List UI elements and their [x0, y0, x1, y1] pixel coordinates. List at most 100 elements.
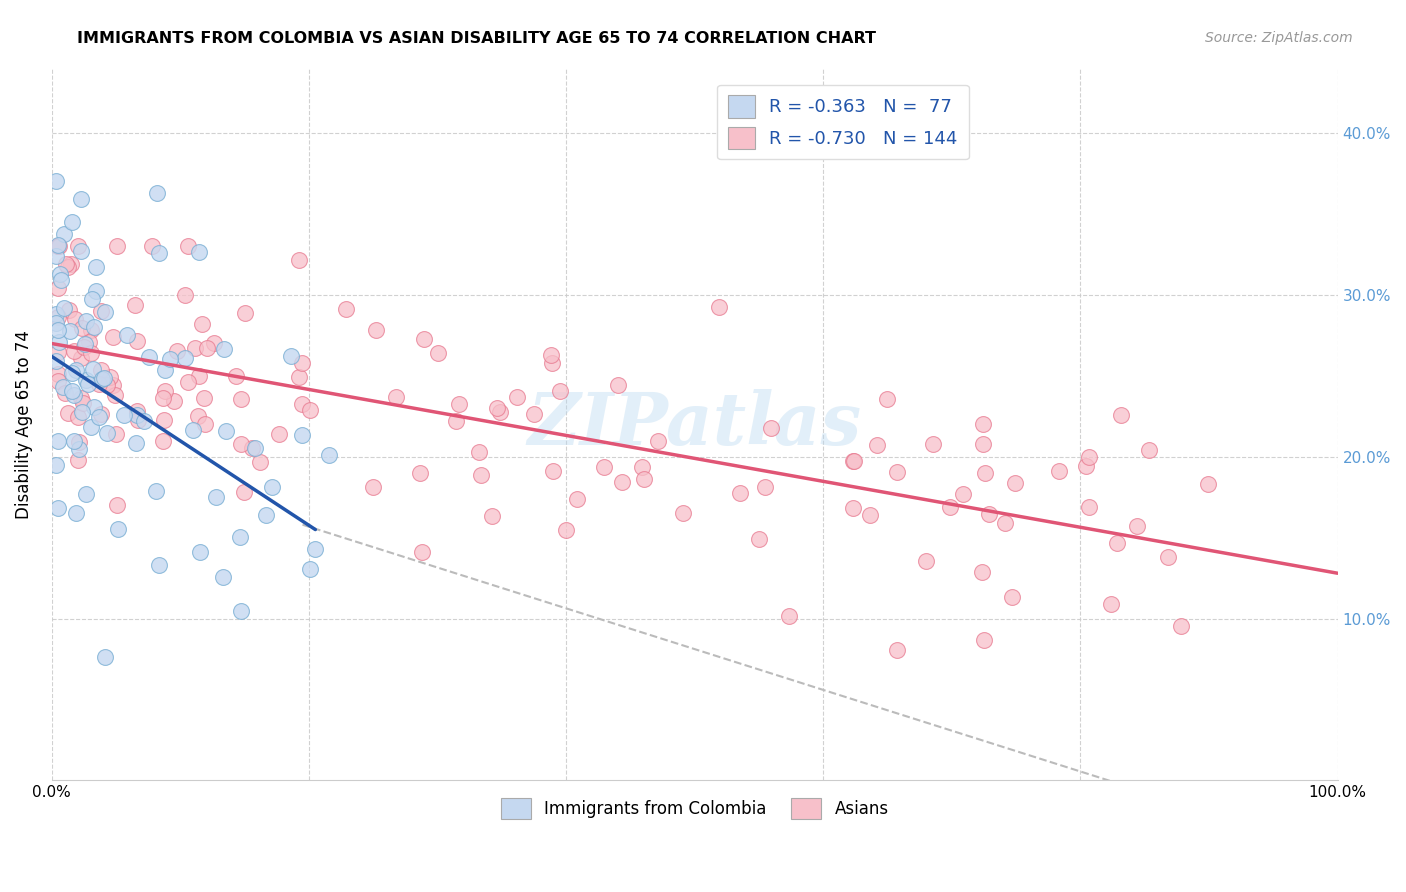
- Point: [70, 405, 93, 419]
- Point: [152, 391, 174, 405]
- Point: [173, 288, 195, 302]
- Text: Source: ZipAtlas.com: Source: ZipAtlas.com: [1205, 31, 1353, 45]
- Point: [112, 408, 135, 422]
- Point: [1170, 618, 1192, 632]
- Point: [672, 506, 695, 520]
- Point: [384, 390, 406, 404]
- Point: [66, 239, 89, 253]
- Point: [485, 401, 508, 416]
- Point: [63, 388, 86, 402]
- Point: [202, 335, 225, 350]
- Point: [631, 459, 654, 474]
- Point: [876, 392, 898, 406]
- Point: [288, 370, 311, 384]
- Point: [46, 375, 69, 389]
- Point: [229, 392, 252, 406]
- Point: [242, 441, 264, 455]
- Point: [280, 350, 302, 364]
- Text: IMMIGRANTS FROM COLOMBIA VS ASIAN DISABILITY AGE 65 TO 74 CORRELATION CHART: IMMIGRANTS FROM COLOMBIA VS ASIAN DISABI…: [77, 31, 876, 46]
- Point: [155, 363, 177, 377]
- Point: [83, 400, 105, 414]
- Point: [125, 404, 148, 418]
- Point: [132, 414, 155, 428]
- Point: [176, 375, 198, 389]
- Point: [1156, 549, 1178, 564]
- Point: [79, 323, 101, 337]
- Point: [291, 356, 314, 370]
- Point: [125, 436, 148, 450]
- Point: [886, 642, 908, 657]
- Point: [59, 257, 82, 271]
- Point: [290, 428, 312, 442]
- Point: [187, 409, 209, 423]
- Point: [94, 649, 117, 664]
- Point: [974, 467, 997, 481]
- Point: [411, 545, 433, 559]
- Point: [778, 609, 800, 624]
- Point: [46, 344, 69, 359]
- Point: [101, 330, 124, 344]
- Point: [45, 249, 67, 263]
- Point: [55, 257, 77, 271]
- Point: [181, 423, 204, 437]
- Point: [938, 500, 960, 515]
- Point: [45, 308, 67, 322]
- Point: [46, 434, 69, 448]
- Point: [90, 363, 112, 377]
- Point: [191, 317, 214, 331]
- Point: [59, 325, 82, 339]
- Point: [972, 565, 994, 579]
- Point: [409, 466, 432, 480]
- Point: [748, 532, 770, 546]
- Point: [80, 346, 103, 360]
- Point: [53, 301, 76, 315]
- Point: [592, 460, 614, 475]
- Point: [107, 522, 129, 536]
- Point: [152, 434, 174, 449]
- Point: [125, 408, 148, 422]
- Point: [489, 405, 512, 419]
- Point: [231, 604, 253, 618]
- Point: [541, 464, 564, 478]
- Point: [269, 427, 291, 442]
- Point: [82, 293, 104, 307]
- Point: [413, 332, 436, 346]
- Point: [231, 437, 253, 451]
- Point: [195, 341, 218, 355]
- Point: [523, 407, 546, 421]
- Point: [866, 438, 889, 452]
- Point: [70, 351, 93, 365]
- Point: [972, 417, 994, 431]
- Point: [45, 317, 67, 331]
- Point: [166, 344, 188, 359]
- Point: [58, 260, 80, 274]
- Point: [96, 378, 118, 392]
- Point: [842, 454, 865, 468]
- Point: [148, 558, 170, 573]
- Point: [540, 348, 562, 362]
- Point: [66, 409, 89, 424]
- Point: [104, 427, 127, 442]
- Point: [103, 377, 125, 392]
- Point: [75, 487, 97, 501]
- Point: [506, 390, 529, 404]
- Point: [188, 545, 211, 559]
- Point: [67, 435, 90, 450]
- Point: [153, 384, 176, 399]
- Point: [58, 406, 80, 420]
- Point: [67, 442, 90, 456]
- Point: [65, 507, 87, 521]
- Point: [80, 420, 103, 434]
- Point: [87, 409, 110, 424]
- Point: [481, 508, 503, 523]
- Point: [77, 335, 100, 350]
- Point: [565, 491, 588, 506]
- Point: [262, 480, 284, 494]
- Point: [153, 412, 176, 426]
- Point: [540, 356, 562, 370]
- Point: [73, 336, 96, 351]
- Point: [90, 304, 112, 318]
- Point: [70, 244, 93, 259]
- Point: [65, 362, 87, 376]
- Point: [46, 238, 69, 252]
